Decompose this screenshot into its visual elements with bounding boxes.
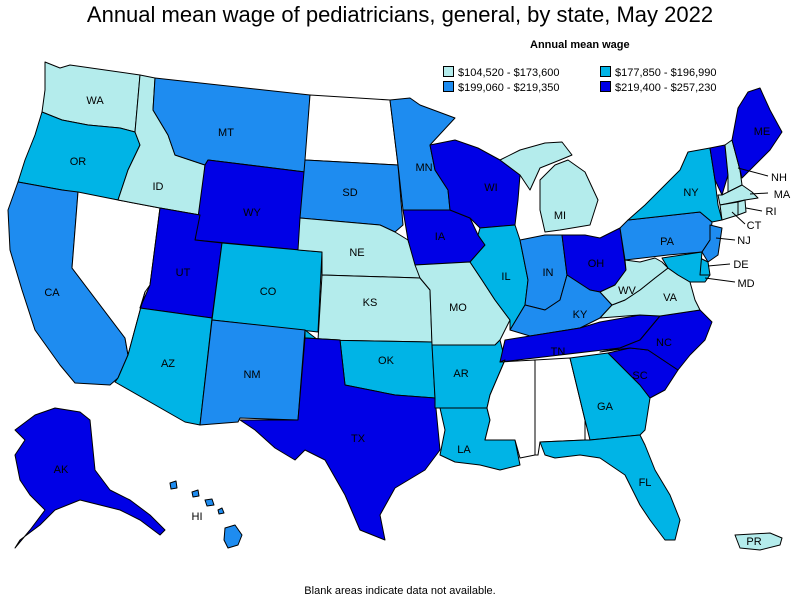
label-AK: AK bbox=[54, 464, 69, 476]
label-TX: TX bbox=[351, 433, 366, 445]
state-WY[interactable] bbox=[194, 159, 306, 251]
label-OK: OK bbox=[378, 355, 395, 367]
label-GA: GA bbox=[597, 401, 614, 413]
label-KY: KY bbox=[573, 309, 588, 321]
label-OH: OH bbox=[588, 258, 605, 270]
label-CT: CT bbox=[747, 220, 762, 232]
state-ME[interactable] bbox=[731, 87, 783, 179]
state-VT[interactable] bbox=[709, 144, 729, 196]
label-RI: RI bbox=[766, 206, 777, 218]
label-NM: NM bbox=[243, 369, 260, 381]
legend-swatch-2 bbox=[600, 66, 611, 77]
state-FL[interactable] bbox=[539, 434, 681, 541]
legend-swatch-1 bbox=[443, 66, 454, 77]
map-title: Annual mean wage of pediatricians, gener… bbox=[86, 2, 714, 27]
state-TX[interactable] bbox=[239, 337, 441, 541]
label-SD: SD bbox=[342, 187, 357, 199]
legend-swatch-3 bbox=[443, 81, 454, 92]
label-NY: NY bbox=[683, 187, 699, 199]
label-CA: CA bbox=[44, 287, 60, 299]
footnote: Blank areas indicate data not available. bbox=[304, 585, 496, 597]
legend-swatch-4 bbox=[600, 81, 611, 92]
label-HI: HI bbox=[192, 511, 203, 523]
label-MT: MT bbox=[218, 127, 234, 139]
label-UT: UT bbox=[176, 267, 191, 279]
state-PR[interactable] bbox=[734, 532, 783, 551]
label-WA: WA bbox=[86, 95, 104, 107]
label-MA: MA bbox=[774, 189, 791, 201]
state-MD[interactable] bbox=[661, 251, 711, 283]
label-TN: TN bbox=[551, 346, 566, 358]
label-OR: OR bbox=[70, 156, 87, 168]
label-AR: AR bbox=[453, 368, 468, 380]
label-CO: CO bbox=[260, 286, 277, 298]
label-ID: ID bbox=[153, 181, 164, 193]
legend-label-2: $177,850 - $196,990 bbox=[615, 67, 717, 79]
label-IA: IA bbox=[435, 231, 446, 243]
state-NC[interactable] bbox=[599, 309, 713, 371]
legend-item-3: $199,060 - $219,350 bbox=[443, 81, 560, 94]
state-MI[interactable] bbox=[499, 141, 599, 233]
label-NJ: NJ bbox=[737, 235, 750, 247]
label-AZ: AZ bbox=[161, 358, 175, 370]
legend-label-3: $199,060 - $219,350 bbox=[458, 82, 560, 94]
label-MI: MI bbox=[554, 210, 566, 222]
label-MO: MO bbox=[449, 302, 467, 314]
label-WY: WY bbox=[243, 207, 261, 219]
state-CT[interactable] bbox=[719, 201, 739, 221]
label-VA: VA bbox=[663, 292, 678, 304]
legend-label-4: $219,400 - $257,230 bbox=[615, 82, 717, 94]
label-MD: MD bbox=[737, 278, 754, 290]
legend-label-1: $104,520 - $173,600 bbox=[458, 67, 560, 79]
label-MN: MN bbox=[415, 162, 432, 174]
label-SC: SC bbox=[632, 370, 647, 382]
label-LA: LA bbox=[457, 444, 471, 456]
label-WV: WV bbox=[618, 285, 636, 297]
leader-lines bbox=[704, 167, 769, 283]
label-FL: FL bbox=[639, 477, 652, 489]
label-PR: PR bbox=[746, 536, 761, 548]
state-HI[interactable] bbox=[169, 480, 243, 549]
label-PA: PA bbox=[660, 236, 675, 248]
legend-item-4: $219,400 - $257,230 bbox=[600, 81, 717, 94]
state-AZ[interactable] bbox=[114, 291, 213, 426]
state-NY[interactable] bbox=[627, 147, 723, 223]
legend-title: Annual mean wage bbox=[530, 39, 630, 51]
state-RI[interactable] bbox=[737, 199, 747, 216]
label-IL: IL bbox=[501, 271, 510, 283]
state-WV[interactable] bbox=[599, 257, 669, 306]
label-ME: ME bbox=[754, 126, 771, 138]
label-WI: WI bbox=[484, 182, 497, 194]
label-DE: DE bbox=[733, 259, 748, 271]
label-KS: KS bbox=[363, 297, 378, 309]
state-AK[interactable] bbox=[14, 407, 166, 549]
label-NH: NH bbox=[771, 172, 787, 184]
label-NC: NC bbox=[656, 337, 672, 349]
legend-item-2: $177,850 - $196,990 bbox=[600, 66, 717, 79]
legend-item-1: $104,520 - $173,600 bbox=[443, 66, 560, 79]
state-ND[interactable] bbox=[304, 94, 399, 166]
label-NE: NE bbox=[349, 247, 364, 259]
label-IN: IN bbox=[543, 267, 554, 279]
